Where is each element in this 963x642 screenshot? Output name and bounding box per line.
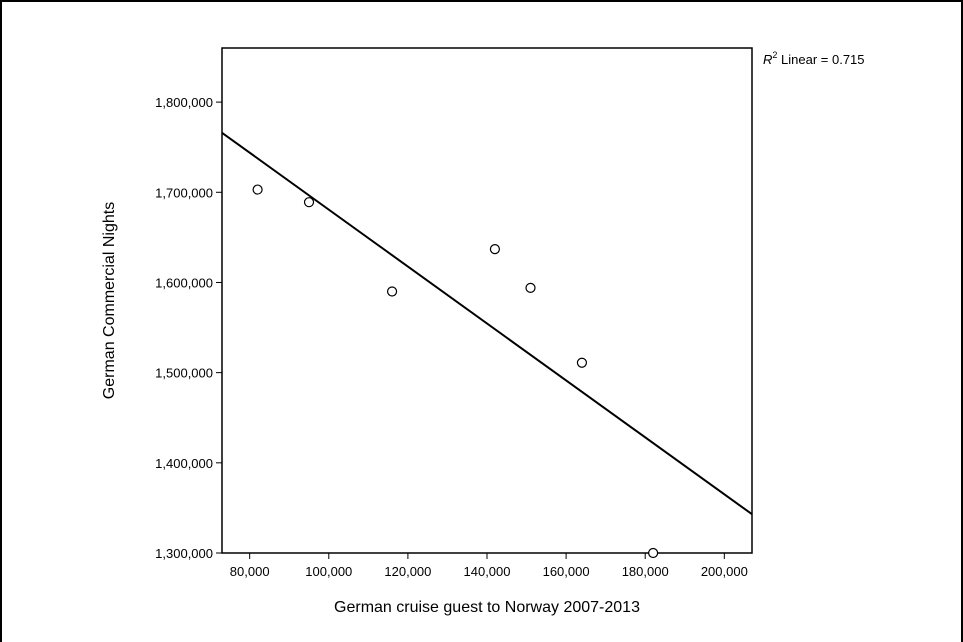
data-points	[252, 184, 659, 559]
r-squared-superscript: 2	[772, 50, 777, 60]
y-tick-label: 1,300,000	[155, 546, 213, 561]
data-point	[386, 286, 398, 297]
y-tick-label: 1,600,000	[155, 275, 213, 290]
y-axis-label: German Commercial Nights	[101, 202, 118, 399]
x-tick-label: 140,000	[464, 564, 511, 579]
data-point	[303, 197, 315, 208]
data-point	[648, 547, 659, 559]
regression-line	[221, 131, 753, 516]
data-point	[252, 184, 263, 195]
y-tick-label: 1,700,000	[155, 185, 213, 200]
r-squared-symbol: R	[763, 52, 772, 67]
r-squared-value: Linear = 0.715	[777, 52, 864, 67]
plot-area	[221, 47, 753, 554]
x-tick-label: 200,000	[701, 564, 748, 579]
y-tick-label: 1,800,000	[155, 95, 213, 110]
x-axis-label: German cruise guest to Norway 2007-2013	[334, 599, 640, 616]
x-tick-label: 120,000	[384, 564, 431, 579]
data-point	[525, 282, 536, 293]
y-axis-ticks: 1,300,000 1,400,000 1,500,000 1,600,000 1,70…	[155, 95, 222, 561]
data-point	[489, 243, 501, 255]
x-tick-label: 100,000	[305, 564, 352, 579]
x-tick-label: 80,000	[230, 564, 270, 579]
y-tick-label: 1,400,000	[155, 456, 213, 471]
x-tick-label: 180,000	[622, 564, 669, 579]
x-axis-ticks: 80,000 100,000 120,000 140,000 160,000 180,00…	[230, 553, 748, 579]
y-tick-label: 1,500,000	[155, 366, 213, 381]
x-tick-label: 160,000	[543, 564, 590, 579]
data-point	[576, 357, 588, 368]
r-squared-annotation: R2 Linear = 0.715	[763, 50, 865, 67]
